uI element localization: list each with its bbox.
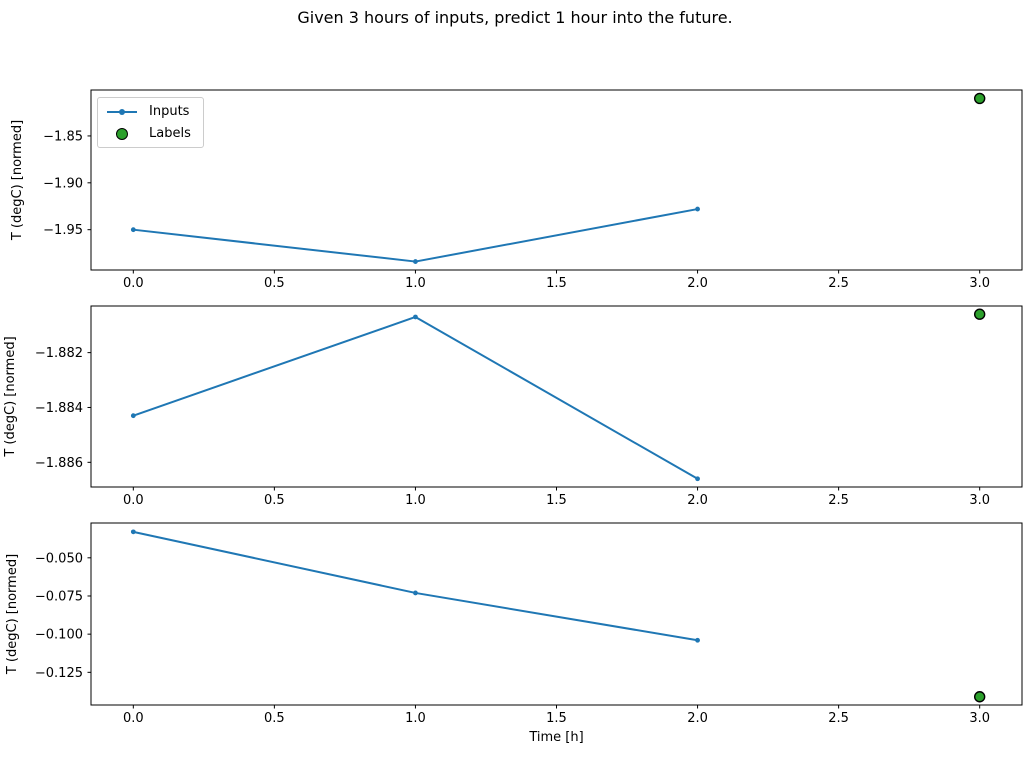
y-tick-label: −1.95 [43, 223, 83, 238]
axes-box [90, 305, 1023, 488]
x-tick-label: 0.5 [264, 711, 285, 726]
x-tick-label: 3.0 [969, 276, 990, 291]
labels-marker [973, 92, 986, 105]
x-tick-label: 3.0 [969, 493, 990, 508]
x-tick-label: 0.5 [264, 276, 285, 291]
legend: Inputs Labels [97, 97, 204, 148]
figure-title: Given 3 hours of inputs, predict 1 hour … [297, 8, 733, 27]
y-axis-label: T (degC) [normed] [5, 554, 20, 675]
inputs-line-marker-icon [107, 105, 137, 119]
y-tick-label: −0.100 [35, 628, 83, 643]
y-tick-label: −1.90 [43, 176, 83, 191]
x-axis-label: Time [h] [529, 730, 584, 745]
inputs-marker [695, 637, 700, 643]
y-tick-label: −0.125 [35, 666, 83, 681]
subplot-1: 0.0 0.5 1.0 1.5 2.0 2.5 3.0 −1.85 −1.90 −1.95 T (d… [10, 89, 1023, 291]
inputs-marker [130, 413, 136, 419]
inputs-marker [695, 476, 700, 482]
y-tick-label: −0.050 [35, 551, 83, 566]
x-tick-label: 3.0 [969, 711, 990, 726]
legend-label-labels: Labels [149, 126, 191, 141]
x-tick-label: 1.0 [405, 711, 426, 726]
legend-entry-inputs: Inputs [107, 104, 191, 119]
x-tick-label: 2.5 [828, 276, 849, 291]
axes-box [90, 522, 1023, 706]
x-tick-label: 2.5 [828, 493, 849, 508]
inputs-line [133, 208, 698, 263]
x-tick-label: 0.0 [123, 276, 144, 291]
x-tick-label: 0.0 [123, 711, 144, 726]
inputs-marker [413, 590, 418, 596]
y-tick-label: −1.884 [35, 401, 83, 416]
inputs-line [133, 530, 698, 642]
x-tick-label: 2.0 [687, 493, 708, 508]
x-tick-label: 2.0 [687, 711, 708, 726]
x-tick-label: 1.0 [405, 493, 426, 508]
labels-marker [973, 691, 986, 703]
y-tick-label: −0.075 [35, 589, 83, 604]
y-tick-label: −1.886 [35, 456, 83, 471]
x-tick-label: 0.0 [123, 493, 144, 508]
legend-entry-labels: Labels [107, 126, 191, 141]
labels-scatter-dot-icon [107, 127, 137, 141]
x-tick-label: 2.5 [828, 711, 849, 726]
inputs-marker [413, 314, 418, 320]
labels-marker [973, 308, 986, 320]
inputs-marker [413, 259, 418, 264]
y-axis-label: T (degC) [normed] [10, 120, 25, 241]
inputs-marker [130, 529, 136, 535]
x-tick-label: 0.5 [264, 493, 285, 508]
inputs-marker [130, 227, 136, 233]
x-tick-label: 1.5 [546, 493, 567, 508]
x-tick-label: 1.0 [405, 276, 426, 291]
inputs-marker [695, 206, 700, 212]
inputs-line [132, 315, 699, 480]
subplot-2: 0.0 0.5 1.0 1.5 2.0 2.5 3.0 −1.882 −1.884 −1.886 T… [3, 305, 1023, 508]
y-tick-label: −1.882 [35, 346, 83, 361]
x-tick-label: 2.0 [687, 276, 708, 291]
y-tick-label: −1.85 [43, 129, 83, 144]
legend-label-inputs: Inputs [149, 104, 190, 119]
axes-box [90, 89, 1023, 271]
subplot-3: 0.0 0.5 1.0 1.5 2.0 2.5 3.0 −0.050 −0.075 −0.100 −… [5, 522, 1023, 726]
y-axis-label: T (degC) [normed] [3, 336, 18, 457]
x-tick-label: 1.5 [546, 711, 567, 726]
x-tick-label: 1.5 [546, 276, 567, 291]
